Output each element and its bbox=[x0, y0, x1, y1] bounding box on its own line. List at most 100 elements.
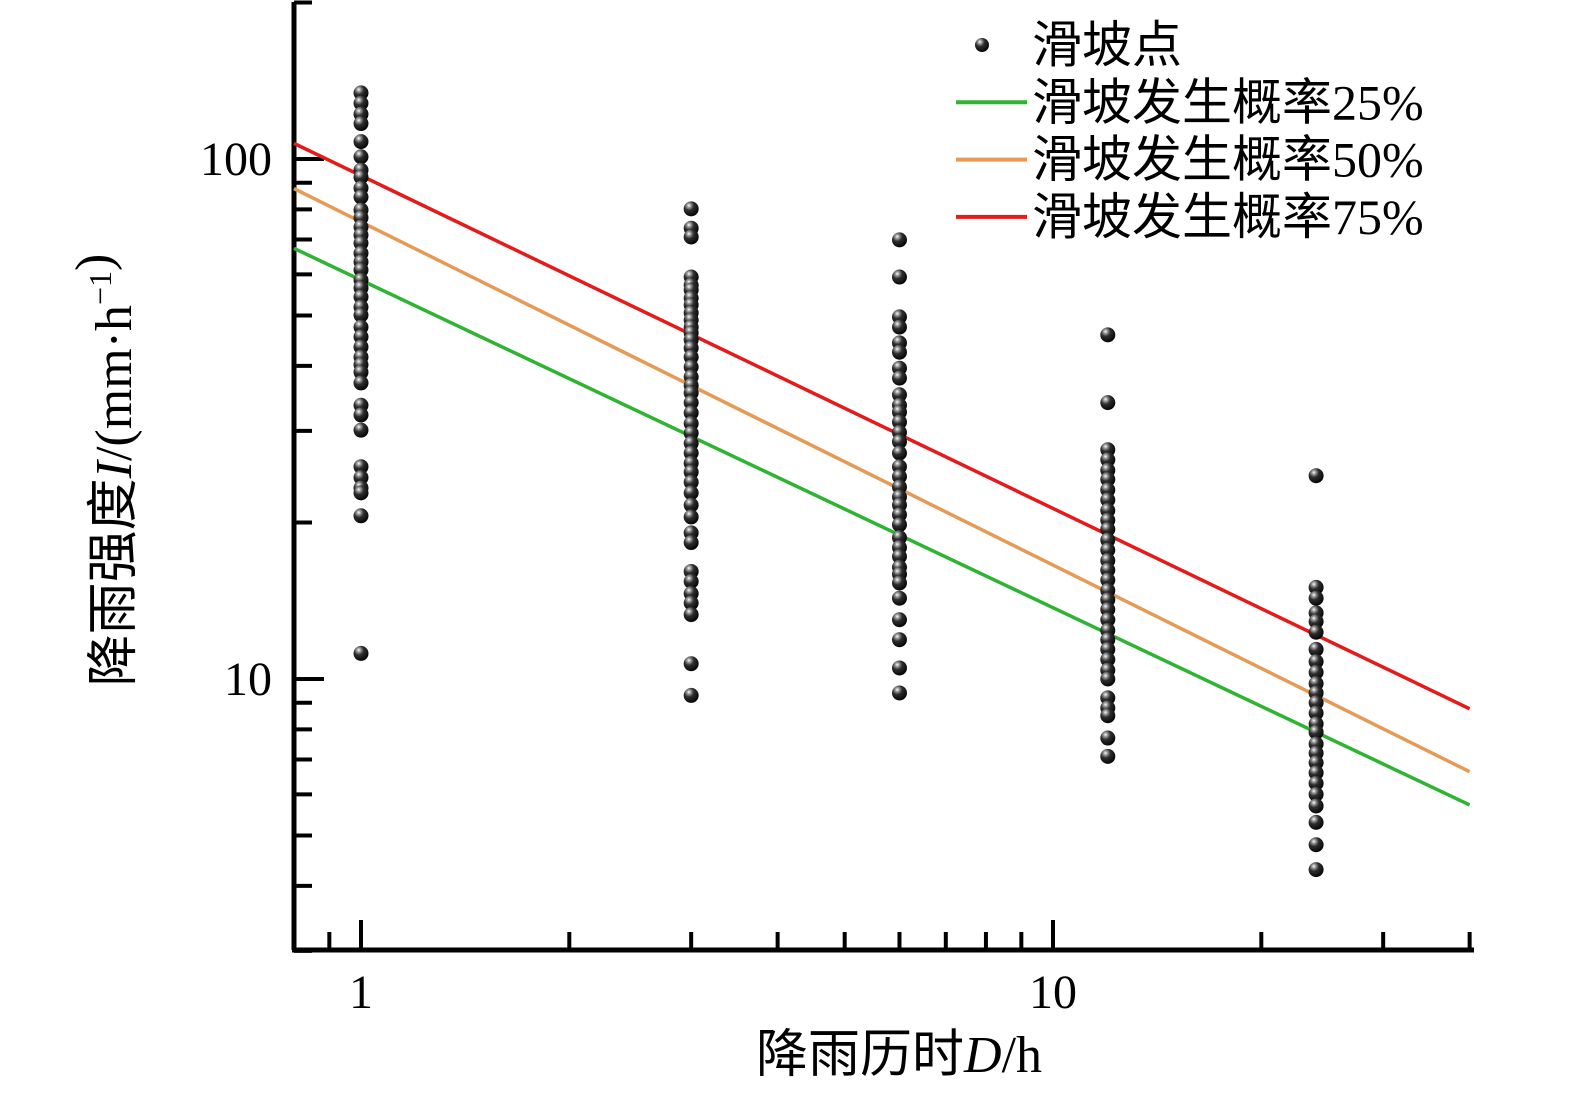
scatter-point bbox=[683, 509, 699, 525]
scatter-point bbox=[1308, 705, 1324, 721]
scatter-point bbox=[683, 573, 699, 589]
scatter-point bbox=[891, 344, 907, 360]
scatter-point bbox=[891, 469, 907, 485]
scatter-point bbox=[353, 470, 369, 486]
scatter-point bbox=[1308, 837, 1324, 853]
legend-item-1: 滑坡发生概率25% bbox=[956, 74, 1424, 130]
scatter-point bbox=[353, 189, 369, 205]
scatter-point bbox=[1100, 572, 1116, 588]
scatter-point bbox=[353, 407, 369, 423]
scatter-point bbox=[891, 517, 907, 533]
scatter-point bbox=[683, 485, 699, 501]
scatter-series bbox=[353, 85, 1324, 878]
scatter-point bbox=[1100, 730, 1116, 746]
legend-item-0: 滑坡点 bbox=[975, 17, 1182, 73]
scatter-point bbox=[1308, 641, 1324, 657]
scatter-point bbox=[353, 116, 369, 132]
y-axis-title: 降雨强度I/(mm·h−1) bbox=[66, 254, 143, 687]
scatter-point bbox=[891, 269, 907, 285]
scatter-point bbox=[353, 459, 369, 475]
scatter-point bbox=[1308, 613, 1324, 629]
scatter-point bbox=[891, 232, 907, 248]
legend-item-2: 滑坡发生概率50% bbox=[956, 132, 1424, 188]
scatter-point bbox=[353, 85, 369, 101]
scatter-point bbox=[891, 660, 907, 676]
scatter-point bbox=[1308, 798, 1324, 814]
scatter-point bbox=[891, 632, 907, 648]
scatter-point bbox=[891, 414, 907, 430]
scatter-point bbox=[891, 590, 907, 606]
scatter-point bbox=[1100, 452, 1116, 468]
threshold-line-p25 bbox=[293, 246, 1471, 807]
scatter-point bbox=[353, 422, 369, 438]
scatter-point bbox=[353, 134, 369, 150]
x-tick-label: 10 bbox=[1029, 966, 1077, 1019]
scatter-point bbox=[1308, 590, 1324, 606]
scatter-point bbox=[353, 375, 369, 391]
scatter-point bbox=[1308, 786, 1324, 802]
scatter-point bbox=[353, 169, 369, 185]
scatter-point bbox=[683, 405, 699, 421]
scatter-point bbox=[683, 595, 699, 611]
scatter-point bbox=[353, 364, 369, 380]
scatter-point bbox=[1308, 468, 1324, 484]
scatter-point bbox=[1100, 748, 1116, 764]
scatter-point bbox=[1308, 664, 1324, 680]
scatter-point bbox=[1100, 708, 1116, 724]
scatter-point bbox=[1100, 671, 1116, 687]
scatter-point bbox=[1308, 862, 1324, 878]
scatter-point bbox=[1308, 814, 1324, 830]
scatter-point bbox=[353, 95, 369, 111]
scatter-point bbox=[1308, 775, 1324, 791]
axes bbox=[291, 0, 1474, 953]
scatter-point bbox=[1100, 542, 1116, 558]
scatter-point bbox=[353, 307, 369, 323]
legend-item-3: 滑坡发生概率75% bbox=[956, 189, 1424, 245]
legend-item-label: 滑坡发生概率50% bbox=[1032, 132, 1424, 188]
scatter-point bbox=[891, 387, 907, 403]
scatter-point bbox=[891, 549, 907, 565]
scatter-point bbox=[891, 612, 907, 628]
scatter-point bbox=[891, 445, 907, 461]
scatter-point bbox=[891, 370, 907, 386]
legend-item-label: 滑坡发生概率25% bbox=[1032, 74, 1424, 130]
y-tick-label: 100 bbox=[200, 133, 272, 186]
scatter-point bbox=[1308, 765, 1324, 781]
scatter-point bbox=[1308, 654, 1324, 670]
scatter-point bbox=[1100, 612, 1116, 628]
scatter-point bbox=[683, 607, 699, 623]
scatter-point bbox=[683, 201, 699, 217]
x-tick-label: 1 bbox=[349, 966, 373, 1019]
scatter-point bbox=[353, 149, 369, 165]
scatter-point bbox=[683, 687, 699, 703]
threshold-line-p50 bbox=[293, 187, 1471, 774]
y-tick-label: 10 bbox=[224, 653, 272, 706]
scatter-point bbox=[1308, 724, 1324, 740]
scatter-point bbox=[1308, 579, 1324, 595]
scatter-point bbox=[891, 575, 907, 591]
scatter-point bbox=[683, 229, 699, 245]
scatter-point bbox=[683, 535, 699, 551]
scatter-point bbox=[683, 474, 699, 490]
scatter-point bbox=[683, 656, 699, 672]
scatter-point bbox=[353, 508, 369, 524]
scatter-point bbox=[353, 645, 369, 661]
scatter-point bbox=[353, 485, 369, 501]
scatter-point bbox=[1100, 327, 1116, 343]
scatter-point bbox=[1100, 652, 1116, 668]
scatter-point bbox=[1308, 624, 1324, 640]
scatter-point bbox=[1100, 471, 1116, 487]
scatter-point bbox=[1100, 521, 1116, 537]
legend-item-label: 滑坡发生概率75% bbox=[1032, 189, 1424, 245]
x-axis-title: 降雨历时D/h bbox=[756, 1027, 1042, 1084]
scatter-point bbox=[683, 497, 699, 513]
threshold-line-p75 bbox=[293, 141, 1471, 711]
scatter-point bbox=[1100, 492, 1116, 508]
scatter-point bbox=[891, 685, 907, 701]
scatter-point bbox=[1308, 695, 1324, 711]
legend-dot-icon bbox=[975, 38, 989, 52]
legend-item-label: 滑坡点 bbox=[1032, 17, 1182, 73]
